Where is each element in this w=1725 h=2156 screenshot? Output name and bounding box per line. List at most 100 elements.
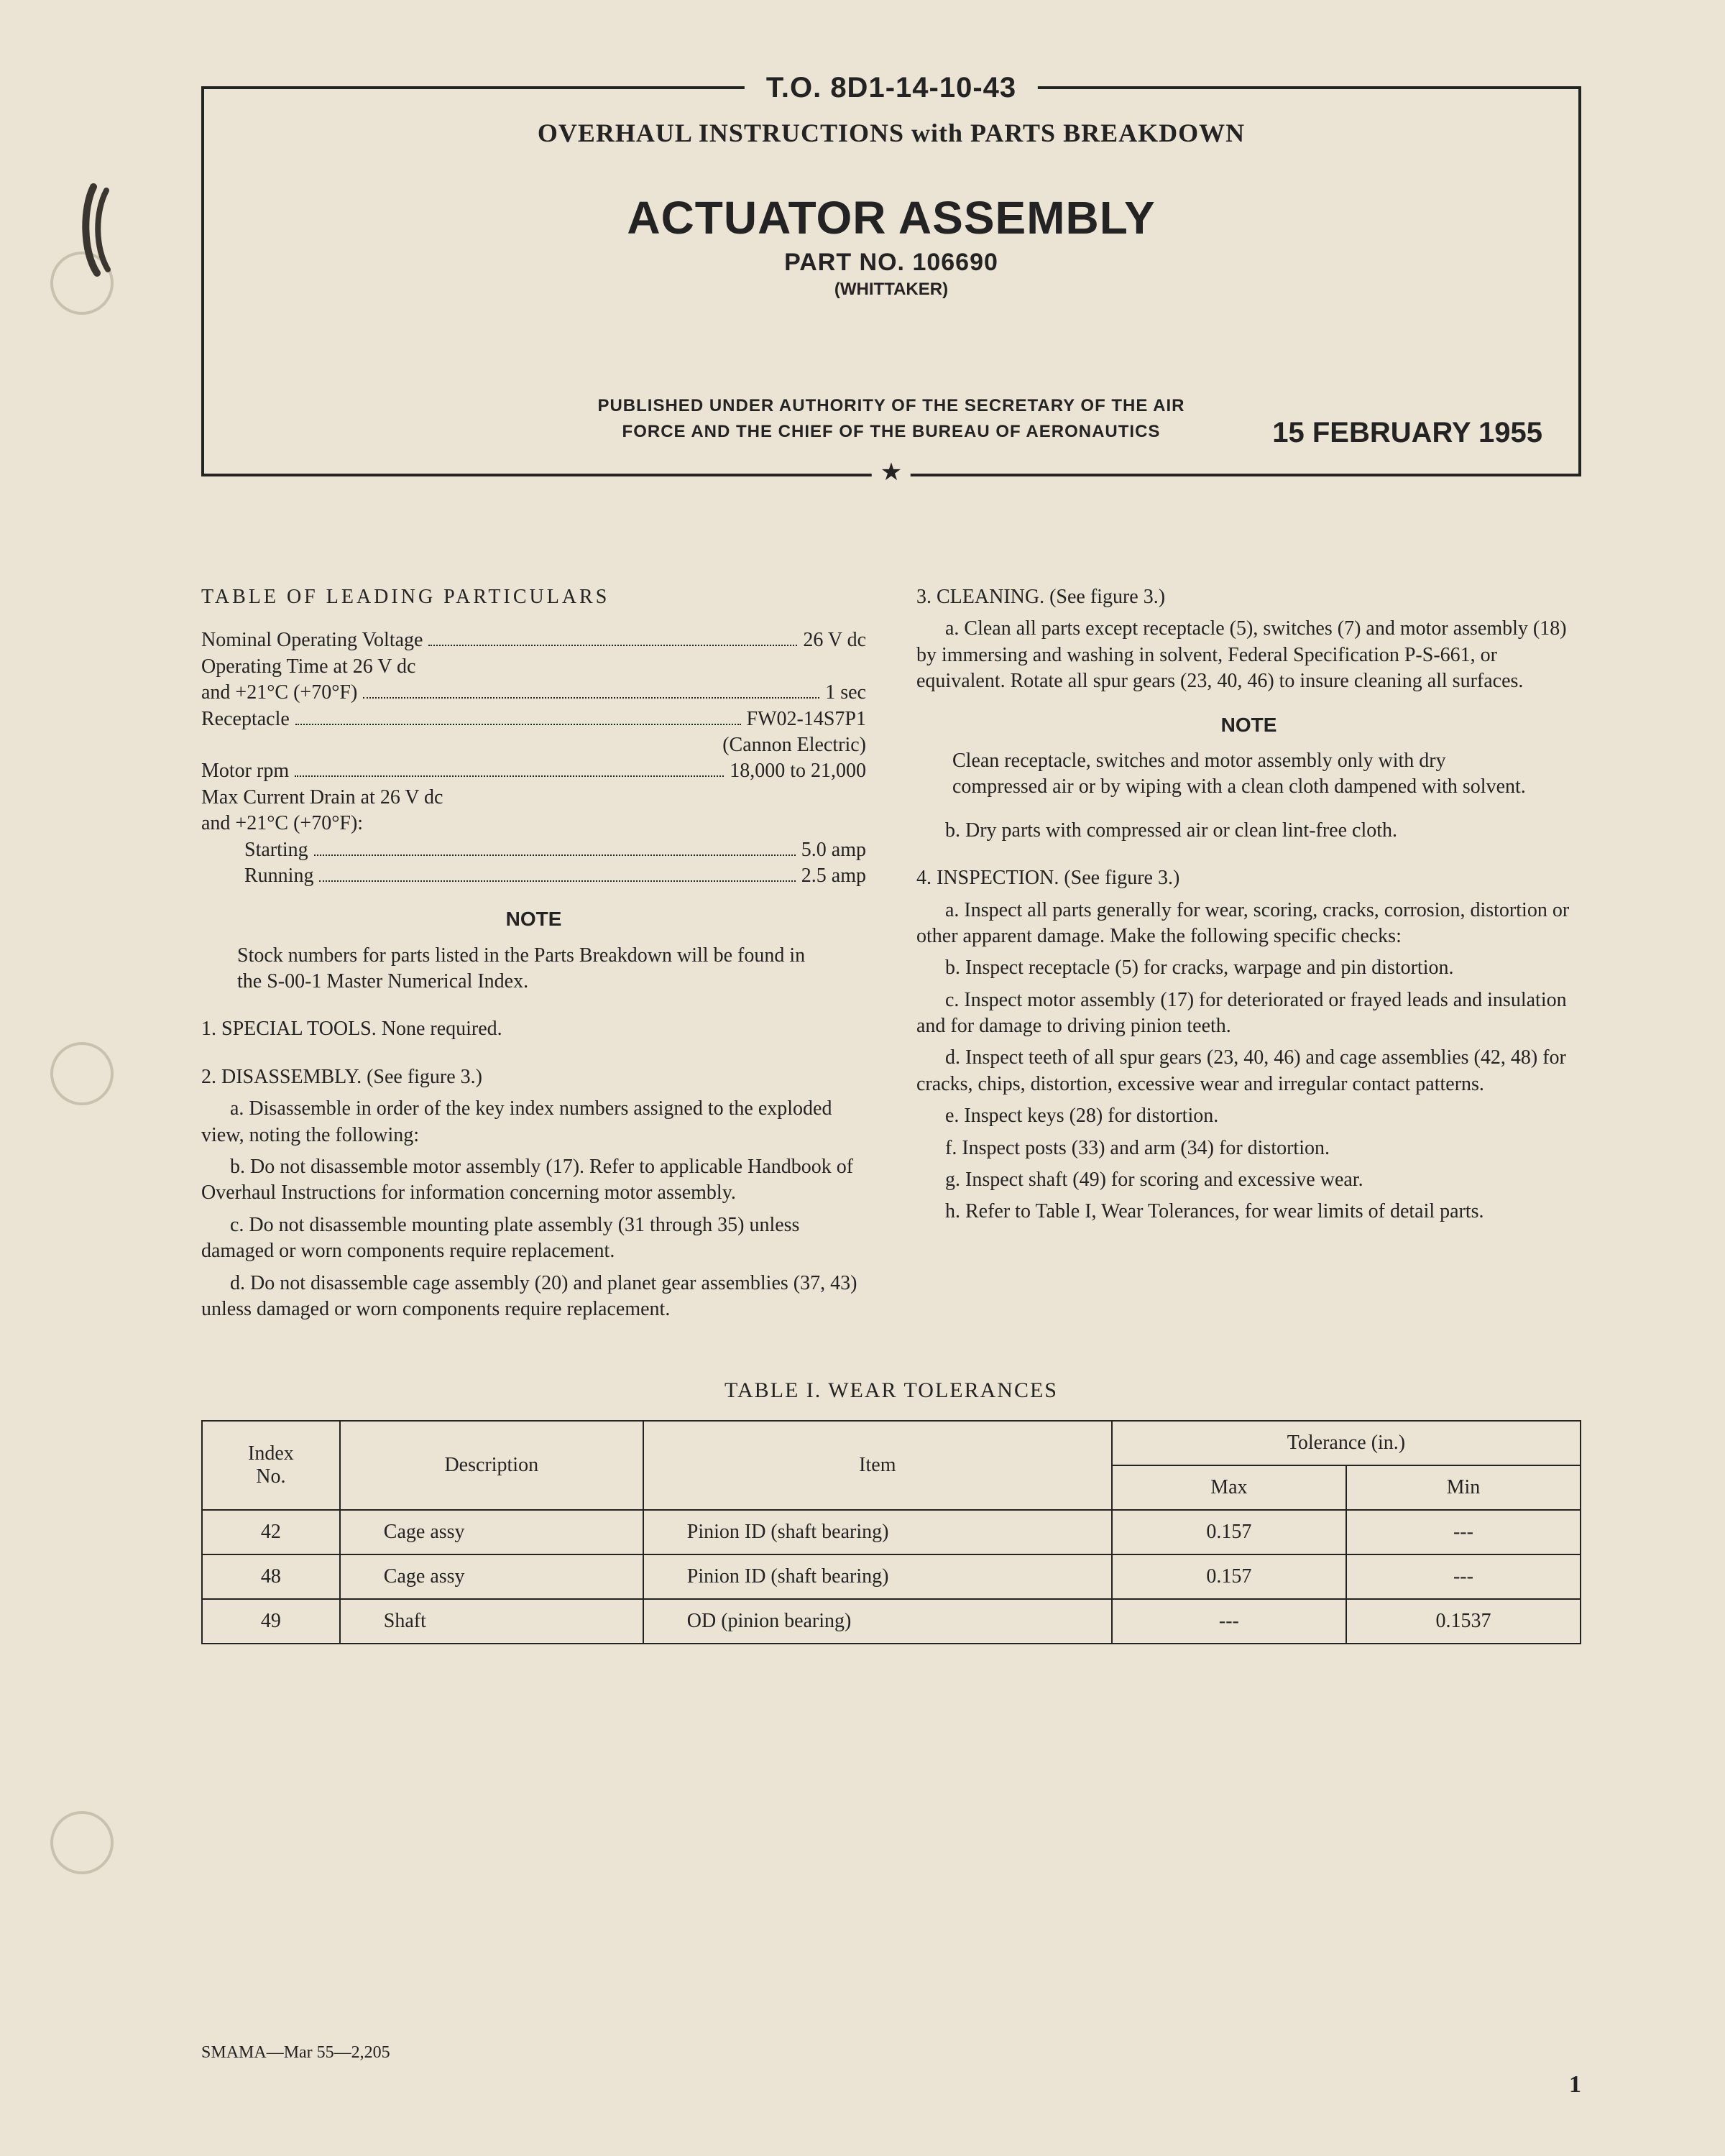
paragraph-text: a. Clean all parts except receptacle (5)… — [916, 617, 1567, 692]
particular-value: 26 V dc — [803, 627, 866, 653]
table-row: 42 Cage assy Pinion ID (shaft bearing) 0… — [202, 1510, 1581, 1554]
col-max: Max — [1112, 1465, 1346, 1510]
cell-index: 48 — [202, 1554, 340, 1599]
particular-row: Starting 5.0 amp — [201, 837, 866, 863]
col-min: Min — [1346, 1465, 1581, 1510]
document-title: ACTUATOR ASSEMBLY — [240, 191, 1542, 244]
paragraph: a. Disassemble in order of the key index… — [201, 1096, 866, 1148]
table-row: 48 Cage assy Pinion ID (shaft bearing) 0… — [202, 1554, 1581, 1599]
paragraph-text: b. Dry parts with compressed air or clea… — [945, 819, 1397, 842]
cell-index: 49 — [202, 1599, 340, 1644]
leader-dots-icon — [363, 697, 819, 699]
paragraph-text: a. Disassemble in order of the key index… — [201, 1097, 832, 1146]
star-icon: ★ — [872, 458, 911, 487]
cell-min: 0.1537 — [1346, 1599, 1581, 1644]
paragraph-text: g. Inspect shaft (49) for scoring and ex… — [945, 1169, 1363, 1191]
content-columns: TABLE OF LEADING PARTICULARS Nominal Ope… — [201, 584, 1581, 1328]
particular-row: Running 2.5 amp — [201, 863, 866, 889]
authority-line: PUBLISHED UNDER AUTHORITY OF THE SECRETA… — [597, 396, 1184, 415]
particular-row: Receptacle FW02-14S7P1 — [201, 706, 866, 732]
particular-label: Receptacle — [201, 706, 290, 732]
cell-description: Cage assy — [340, 1510, 643, 1554]
particular-value: 1 sec — [825, 680, 866, 706]
paragraph-text: d. Inspect teeth of all spur gears (23, … — [916, 1046, 1566, 1095]
cell-description: Cage assy — [340, 1554, 643, 1599]
footer-imprint: SMAMA—Mar 55—2,205 — [201, 2043, 390, 2063]
paragraph: d. Do not disassemble cage assembly (20)… — [201, 1271, 866, 1323]
paragraph: b. Inspect receptacle (5) for cracks, wa… — [916, 955, 1581, 981]
binding-artifact-icon — [79, 180, 122, 280]
leading-particulars-heading: TABLE OF LEADING PARTICULARS — [201, 584, 866, 610]
table-header-row: IndexNo. Description Item Tolerance (in.… — [202, 1421, 1581, 1465]
col-description: Description — [340, 1421, 643, 1510]
section-special-tools: 1. SPECIAL TOOLS. None required. — [201, 1016, 866, 1042]
particular-label: Starting — [244, 837, 308, 863]
manufacturer: (WHITTAKER) — [240, 280, 1542, 300]
particular-value: (Cannon Electric) — [722, 734, 866, 756]
particular-label: Motor rpm — [201, 758, 289, 784]
particular-row: and +21°C (+70°F): — [201, 811, 866, 837]
particular-row: and +21°C (+70°F) 1 sec — [201, 680, 866, 706]
paragraph: f. Inspect posts (33) and arm (34) for d… — [916, 1135, 1581, 1161]
particular-label: and +21°C (+70°F) — [201, 680, 357, 706]
leader-dots-icon — [319, 880, 795, 882]
cell-item: Pinion ID (shaft bearing) — [643, 1510, 1112, 1554]
table-header: IndexNo. Description Item Tolerance (in.… — [202, 1421, 1581, 1510]
cell-min: --- — [1346, 1554, 1581, 1599]
section-disassembly-heading: 2. DISASSEMBLY. (See figure 3.) — [201, 1064, 866, 1090]
col-tolerance: Tolerance (in.) — [1112, 1421, 1581, 1465]
paragraph: c. Inspect motor assembly (17) for deter… — [916, 987, 1581, 1040]
paragraph: a. Clean all parts except receptacle (5)… — [916, 616, 1581, 694]
note-body: Stock numbers for parts listed in the Pa… — [201, 943, 866, 995]
leader-dots-icon — [314, 854, 796, 856]
particular-row: Operating Time at 26 V dc — [201, 654, 866, 680]
paragraph: b. Dry parts with compressed air or clea… — [916, 818, 1581, 844]
cell-max: 0.157 — [1112, 1510, 1346, 1554]
authority-line: FORCE AND THE CHIEF OF THE BUREAU OF AER… — [622, 422, 1161, 441]
cell-max: 0.157 — [1112, 1554, 1346, 1599]
cell-description: Shaft — [340, 1599, 643, 1644]
page: T.O. 8D1-14-10-43 OVERHAUL INSTRUCTIONS … — [0, 0, 1725, 2156]
wear-tolerances-table: IndexNo. Description Item Tolerance (in.… — [201, 1420, 1581, 1644]
right-column: 3. CLEANING. (See figure 3.) a. Clean al… — [916, 584, 1581, 1328]
paragraph-text: f. Inspect posts (33) and arm (34) for d… — [945, 1137, 1330, 1159]
section-inspection-heading: 4. INSPECTION. (See figure 3.) — [916, 865, 1581, 891]
leader-dots-icon — [295, 724, 741, 725]
leader-dots-icon — [295, 775, 724, 777]
table-body: 42 Cage assy Pinion ID (shaft bearing) 0… — [202, 1510, 1581, 1644]
particular-label: Nominal Operating Voltage — [201, 627, 423, 653]
note-body: Clean receptacle, switches and motor ass… — [916, 748, 1581, 801]
punch-hole-icon — [50, 1811, 114, 1874]
paragraph-text: b. Do not disassemble motor assembly (17… — [201, 1156, 853, 1204]
particular-value: 5.0 amp — [801, 837, 866, 863]
col-index: IndexNo. — [202, 1421, 340, 1510]
leading-particulars-list: Nominal Operating Voltage 26 V dc Operat… — [201, 627, 866, 889]
punch-hole-icon — [50, 1042, 114, 1105]
technical-order-number: T.O. 8D1-14-10-43 — [745, 72, 1038, 104]
document-subtitle: OVERHAUL INSTRUCTIONS with PARTS BREAKDO… — [240, 118, 1542, 148]
particular-row: Nominal Operating Voltage 26 V dc — [201, 627, 866, 653]
cell-item: OD (pinion bearing) — [643, 1599, 1112, 1644]
left-column: TABLE OF LEADING PARTICULARS Nominal Ope… — [201, 584, 866, 1328]
page-number: 1 — [1569, 2071, 1581, 2099]
cell-index: 42 — [202, 1510, 340, 1554]
cell-max: --- — [1112, 1599, 1346, 1644]
particular-row: (Cannon Electric) — [201, 732, 866, 758]
note-heading: NOTE — [201, 906, 866, 932]
paragraph-text: e. Inspect keys (28) for distortion. — [945, 1105, 1218, 1127]
title-box: T.O. 8D1-14-10-43 OVERHAUL INSTRUCTIONS … — [201, 86, 1581, 476]
particular-row: Motor rpm 18,000 to 21,000 — [201, 758, 866, 784]
paragraph-text: a. Inspect all parts generally for wear,… — [916, 899, 1569, 947]
paragraph: e. Inspect keys (28) for distortion. — [916, 1103, 1581, 1129]
part-number: PART NO. 106690 — [240, 249, 1542, 277]
table-row: 49 Shaft OD (pinion bearing) --- 0.1537 — [202, 1599, 1581, 1644]
particular-value: FW02-14S7P1 — [747, 706, 866, 732]
paragraph-text: c. Do not disassemble mounting plate ass… — [201, 1214, 799, 1262]
particular-label: and +21°C (+70°F): — [201, 811, 363, 837]
publication-date: 15 FEBRUARY 1955 — [1272, 417, 1542, 449]
particular-value: 18,000 to 21,000 — [730, 758, 866, 784]
paragraph-text: h. Refer to Table I, Wear Tolerances, fo… — [945, 1200, 1484, 1222]
table-title: TABLE I. WEAR TOLERANCES — [201, 1378, 1581, 1403]
paragraph-text: b. Inspect receptacle (5) for cracks, wa… — [945, 957, 1453, 979]
cell-item: Pinion ID (shaft bearing) — [643, 1554, 1112, 1599]
